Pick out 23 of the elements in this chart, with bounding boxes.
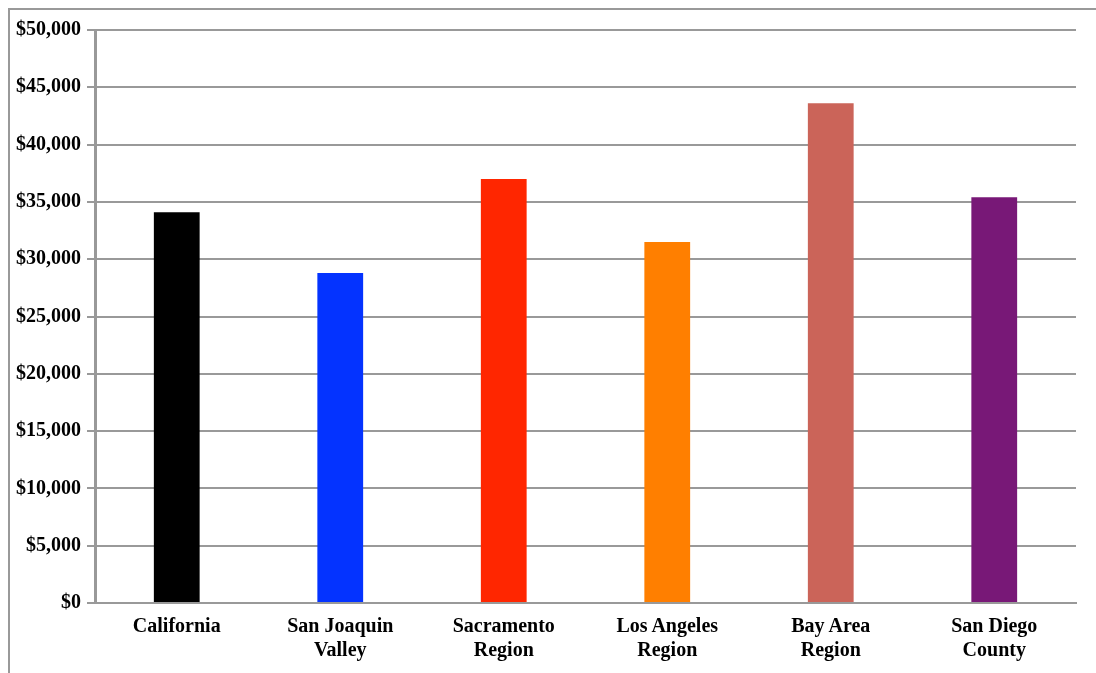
bar: [807, 103, 854, 602]
y-tick-label: $50,000: [16, 17, 81, 40]
y-tick-label: $30,000: [16, 246, 81, 269]
x-tick-label: San Diego County: [951, 614, 1038, 662]
bar: [644, 242, 691, 602]
y-tick-label: $20,000: [16, 360, 81, 383]
bar: [971, 197, 1018, 602]
x-tick-label: San Joaquin Valley: [287, 614, 394, 662]
x-tick-label: Bay Area Region: [791, 614, 871, 662]
y-tick-label: $35,000: [16, 189, 81, 212]
y-tick-label: $0: [61, 590, 81, 613]
x-tick-label: Los Angeles Region: [616, 614, 719, 662]
y-tick-label: $25,000: [16, 303, 81, 326]
y-tick-label: $5,000: [26, 532, 81, 555]
x-tick-label: Sacramento Region: [452, 614, 555, 662]
bar: [317, 272, 364, 602]
bar: [153, 212, 200, 602]
y-tick-label: $10,000: [16, 475, 81, 498]
bar: [480, 178, 527, 602]
x-tick-label: California: [132, 614, 221, 637]
y-tick-label: $15,000: [16, 418, 81, 441]
y-tick-label: $40,000: [16, 131, 81, 154]
y-tick-label: $45,000: [16, 74, 81, 97]
